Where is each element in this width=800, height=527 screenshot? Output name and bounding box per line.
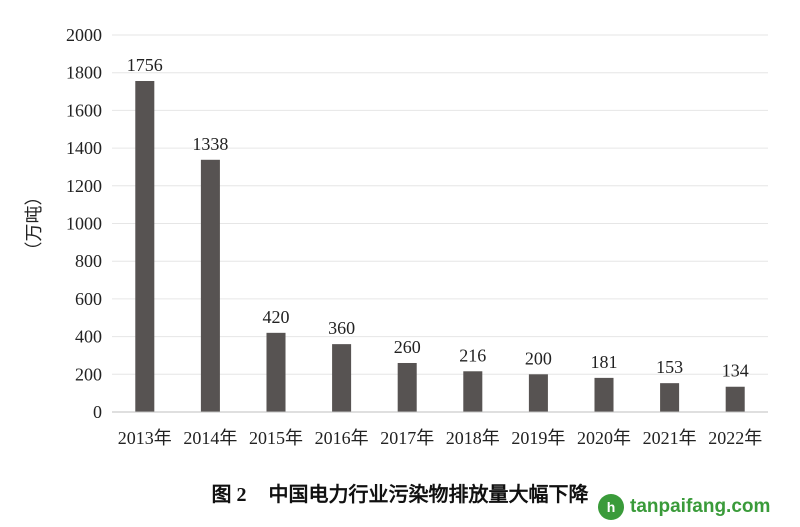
bar-chart: 0 200 400 600 800 1000 1200 1400 1600 1800 2000 17… xyxy=(24,25,768,448)
y-tick-label: 1400 xyxy=(66,138,102,158)
x-tick-label: 2019年 xyxy=(511,428,565,448)
watermark: h tanpaifang.com xyxy=(598,492,770,522)
bar xyxy=(725,386,745,412)
watermark-text: tanpaifang.com xyxy=(630,496,771,517)
bars xyxy=(135,80,745,412)
gridlines xyxy=(112,34,768,375)
y-axis-label: （万吨） xyxy=(24,188,45,260)
x-tick-label: 2022年 xyxy=(708,428,762,448)
bar xyxy=(135,80,155,412)
bar xyxy=(528,374,548,412)
x-tick-labels: 2013年 2014年 2015年 2016年 2017年 2018年 2019年 2020年… xyxy=(118,428,762,448)
watermark-logo-icon: h xyxy=(598,494,624,520)
y-tick-label: 1000 xyxy=(66,214,102,234)
data-label: 216 xyxy=(459,345,486,365)
bar xyxy=(200,159,220,412)
figure-title: 中国电力行业污染物排放量大幅下降 xyxy=(268,482,589,506)
y-tick-label: 1800 xyxy=(66,63,102,83)
y-tick-label: 1200 xyxy=(66,176,102,196)
data-label: 134 xyxy=(722,361,749,381)
y-tick-label: 1600 xyxy=(66,100,102,120)
data-label: 260 xyxy=(394,337,421,357)
figure-number: 图 2 xyxy=(211,484,247,506)
data-label: 200 xyxy=(525,348,552,368)
data-label: 360 xyxy=(328,318,355,338)
y-tick-labels: 0 200 400 600 800 1000 1200 1400 1600 1800 2000 xyxy=(66,25,102,422)
data-label: 420 xyxy=(263,307,290,327)
y-tick-label: 400 xyxy=(75,327,102,347)
y-tick-label: 800 xyxy=(75,251,102,271)
y-tick-label: 600 xyxy=(75,289,102,309)
bar xyxy=(594,377,614,412)
x-tick-label: 2014年 xyxy=(183,428,237,448)
bar xyxy=(266,332,286,412)
bar xyxy=(463,371,483,412)
x-tick-label: 2017年 xyxy=(380,428,434,448)
x-tick-label: 2013年 xyxy=(118,428,172,448)
data-labels: 1756 1338 420 360 260 216 200 181 153 134 xyxy=(127,55,749,381)
y-tick-label: 200 xyxy=(75,364,102,384)
data-label: 153 xyxy=(656,357,683,377)
x-tick-label: 2020年 xyxy=(577,428,631,448)
x-tick-label: 2015年 xyxy=(249,428,303,448)
bar xyxy=(332,344,352,412)
figure-caption: 图 2 中国电力行业污染物排放量大幅下降 xyxy=(0,478,800,507)
bar xyxy=(397,362,417,412)
data-label: 1756 xyxy=(127,55,163,75)
data-label: 181 xyxy=(591,352,618,372)
y-tick-label: 0 xyxy=(93,402,102,422)
x-tick-label: 2018年 xyxy=(446,428,500,448)
x-tick-label: 2016年 xyxy=(315,428,369,448)
bar xyxy=(660,383,680,412)
y-tick-label: 2000 xyxy=(66,25,102,45)
data-label: 1338 xyxy=(192,134,228,154)
x-tick-label: 2021年 xyxy=(643,428,697,448)
